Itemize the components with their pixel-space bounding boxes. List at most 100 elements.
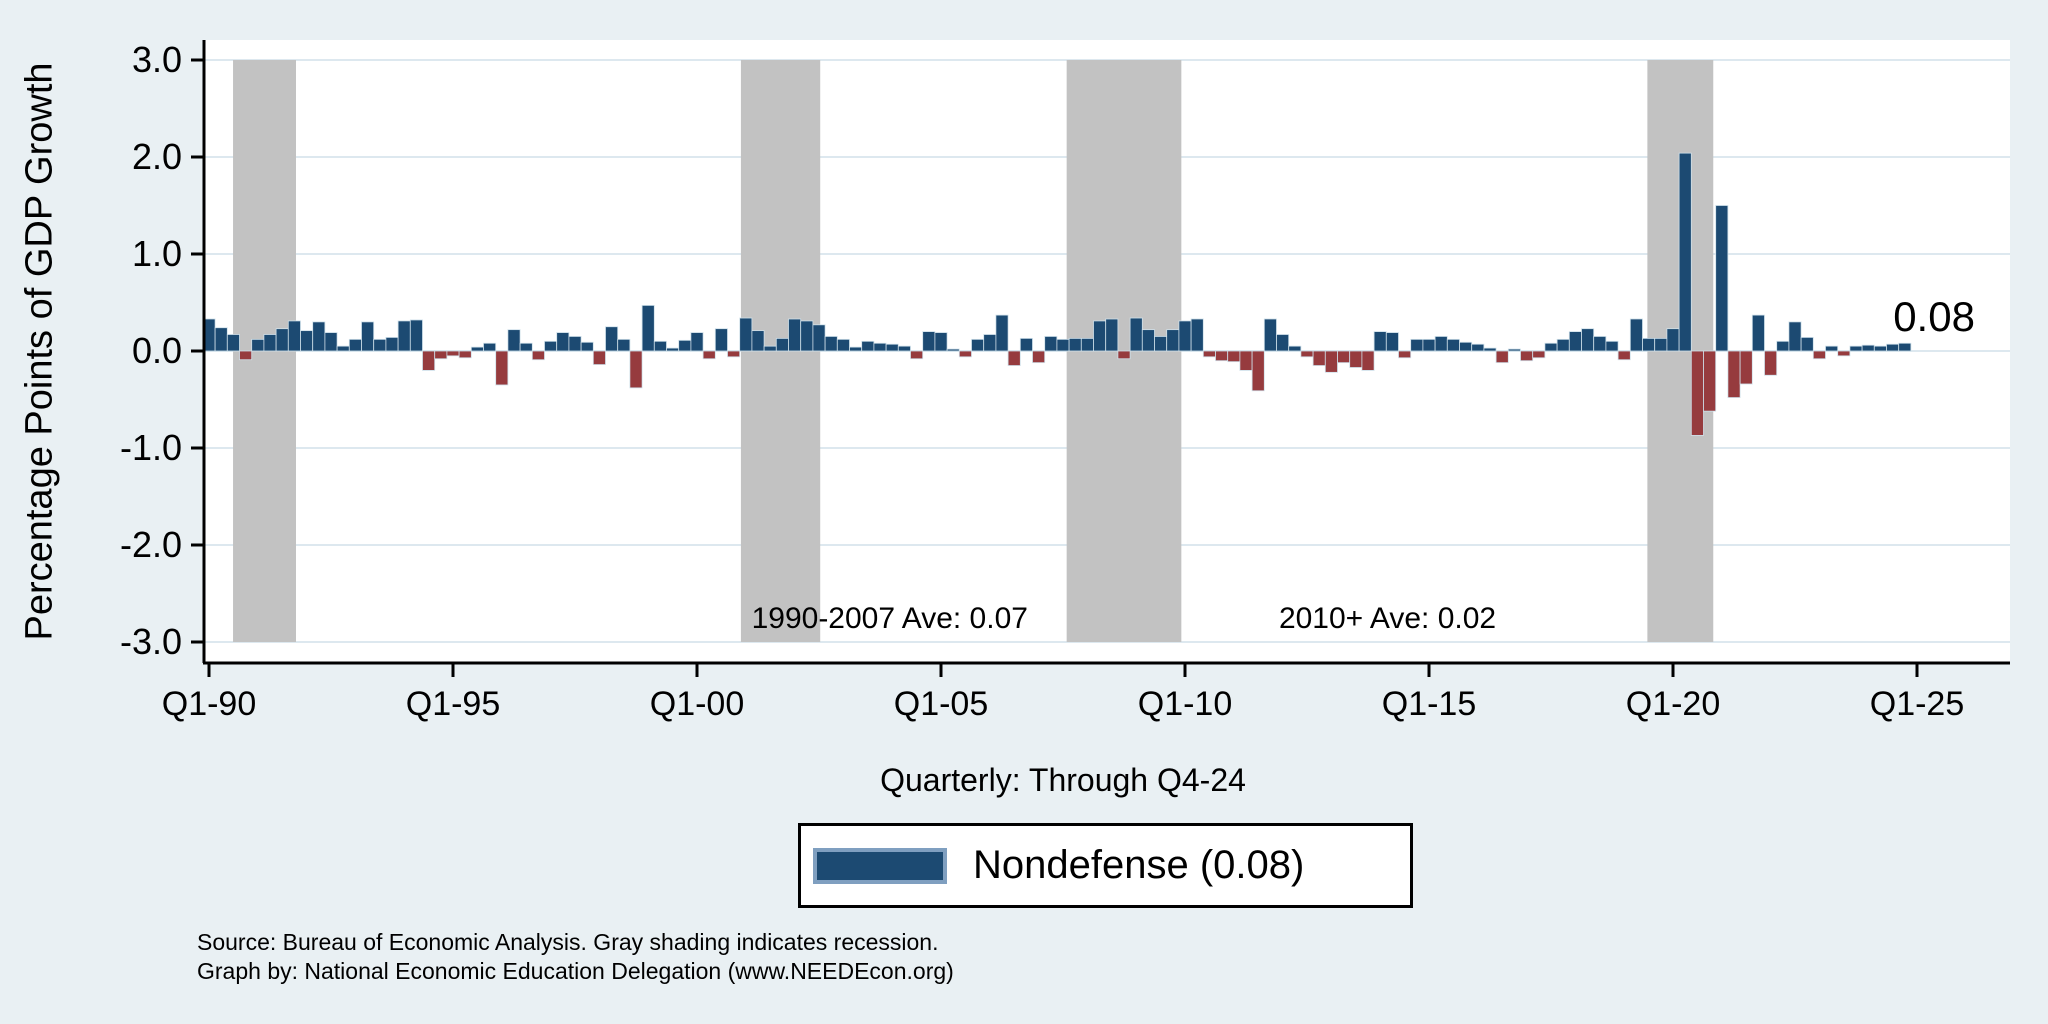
bar-Q2-2003 <box>849 346 863 352</box>
x-tick-label: Q1-20 <box>1626 685 1721 723</box>
bar-Q1-2017 <box>1520 350 1534 362</box>
bar-Q3-2012 <box>1300 350 1314 358</box>
bar-Q2-1997 <box>556 332 570 352</box>
last-value-label: 0.08 <box>1893 293 1975 340</box>
bar-Q1-2004 <box>885 343 899 352</box>
y-tick-label: 2.0 <box>132 136 182 177</box>
bar-Q4-1994 <box>434 350 448 360</box>
bar-Q2-2019 <box>1629 318 1643 352</box>
bar-Q3-2021 <box>1739 350 1753 385</box>
bar-Q2-2015 <box>1434 336 1448 352</box>
bar-Q4-2005 <box>971 338 985 352</box>
bar-Q2-1994 <box>409 319 423 352</box>
bar-Q3-1995 <box>470 346 484 352</box>
bar-Q3-1992 <box>324 332 338 352</box>
bar-Q1-2016 <box>1471 343 1485 352</box>
bar-Q2-2002 <box>800 320 814 352</box>
bar-Q1-1991 <box>251 338 265 352</box>
bar-Q3-1997 <box>568 336 582 352</box>
y-axis-title-text: Percentage Points of GDP Growth <box>18 62 61 641</box>
bar-Q1-2015 <box>1422 338 1436 352</box>
bar-Q1-2022 <box>1764 350 1778 376</box>
bar-Q1-1996 <box>495 350 509 386</box>
bar-Q4-2009 <box>1166 329 1180 352</box>
bar-Q4-2004 <box>922 331 936 352</box>
bar-Q4-2006 <box>1019 337 1033 352</box>
bar-Q3-2016 <box>1495 350 1509 364</box>
bar-Q2-2004 <box>897 345 911 352</box>
bar-Q4-2019 <box>1654 337 1668 352</box>
bar-Q3-2008 <box>1105 318 1119 352</box>
bar-Q3-2011 <box>1251 350 1265 392</box>
bar-Q1-2010 <box>1178 320 1192 352</box>
bar-Q4-2002 <box>824 336 838 352</box>
bar-Q2-1999 <box>653 340 667 352</box>
nondefense-swatch <box>813 847 947 884</box>
bar-Q4-1991 <box>287 320 301 352</box>
bar-Q3-1996 <box>519 342 533 352</box>
bar-Q3-2002 <box>812 324 826 352</box>
bar-Q3-1991 <box>275 328 289 352</box>
bar-Q1-2011 <box>1227 350 1241 363</box>
bar-Q3-1990 <box>226 334 240 352</box>
bar-Q2-1990 <box>214 327 228 352</box>
bar-Q2-1993 <box>361 321 375 352</box>
x-tick-label: Q1-00 <box>650 685 745 723</box>
bar-Q2-2001 <box>751 330 765 352</box>
bar-Q2-2013 <box>1337 350 1351 364</box>
bar-Q1-2002 <box>788 318 802 352</box>
bar-Q4-1990 <box>239 350 253 361</box>
bar-Q4-1995 <box>483 342 497 352</box>
bar-Q1-1993 <box>348 338 362 352</box>
bar-Q1-2019 <box>1617 350 1631 361</box>
bar-Q4-2021 <box>1751 314 1765 352</box>
bar-Q1-2018 <box>1568 331 1582 352</box>
bar-Q1-2013 <box>1324 350 1338 373</box>
bar-Q1-2014 <box>1373 331 1387 352</box>
bar-Q3-2024 <box>1886 343 1900 352</box>
bar-Q1-1995 <box>446 350 460 357</box>
y-tick-label: 1.0 <box>132 233 182 274</box>
bar-Q4-1996 <box>531 350 545 361</box>
bar-Q3-1998 <box>617 338 631 352</box>
bar-Q1-2008 <box>1080 337 1094 352</box>
bar-Q3-2004 <box>910 350 924 360</box>
bar-Q1-1992 <box>300 330 314 352</box>
bar-Q4-2023 <box>1849 345 1863 352</box>
bar-Q3-2000 <box>714 328 728 352</box>
source-line-1: Source: Bureau of Economic Analysis. Gra… <box>197 929 939 955</box>
bar-Q2-2012 <box>1288 345 1302 352</box>
bar-Q2-2024 <box>1873 345 1887 352</box>
bar-Q4-2016 <box>1507 348 1521 352</box>
x-tick-label: Q1-95 <box>406 685 501 723</box>
bar-Q1-2012 <box>1276 334 1290 352</box>
bar-Q2-2022 <box>1776 340 1790 352</box>
bar-Q2-2020 <box>1678 152 1692 352</box>
bar-Q4-2000 <box>727 350 741 358</box>
source-note: Source: Bureau of Economic Analysis. Gra… <box>197 928 954 986</box>
bar-Q2-2014 <box>1385 332 1399 352</box>
bar-Q2-1996 <box>507 329 521 352</box>
average-annotation: 1990-2007 Ave: 0.07 <box>752 602 1028 635</box>
bar-Q1-2003 <box>836 338 850 352</box>
bar-Q4-2007 <box>1068 337 1082 352</box>
x-axis-title: Quarterly: Through Q4-24 <box>880 762 1246 798</box>
bar-Q3-2014 <box>1398 350 1412 359</box>
y-axis-title: Percentage Points of GDP Growth <box>10 40 70 663</box>
bar-Q3-2007 <box>1056 338 1070 352</box>
bar-Q2-1998 <box>605 326 619 352</box>
bar-Q4-1999 <box>678 339 692 352</box>
bar-Q4-1998 <box>629 350 643 389</box>
bar-Q3-2020 <box>1690 350 1704 436</box>
bar-Q4-2012 <box>1312 350 1326 366</box>
bar-Q4-2014 <box>1410 338 1424 352</box>
bar-Q3-2006 <box>1007 350 1021 366</box>
bar-Q3-2003 <box>861 340 875 352</box>
legend: Nondefense (0.08) <box>798 823 1413 908</box>
source-line-2: Graph by: National Economic Education De… <box>197 958 954 984</box>
bar-Q1-1998 <box>592 350 606 365</box>
bar-Q3-2001 <box>763 345 777 352</box>
bar-Q3-2017 <box>1544 342 1558 352</box>
bar-Q1-1999 <box>641 305 655 352</box>
